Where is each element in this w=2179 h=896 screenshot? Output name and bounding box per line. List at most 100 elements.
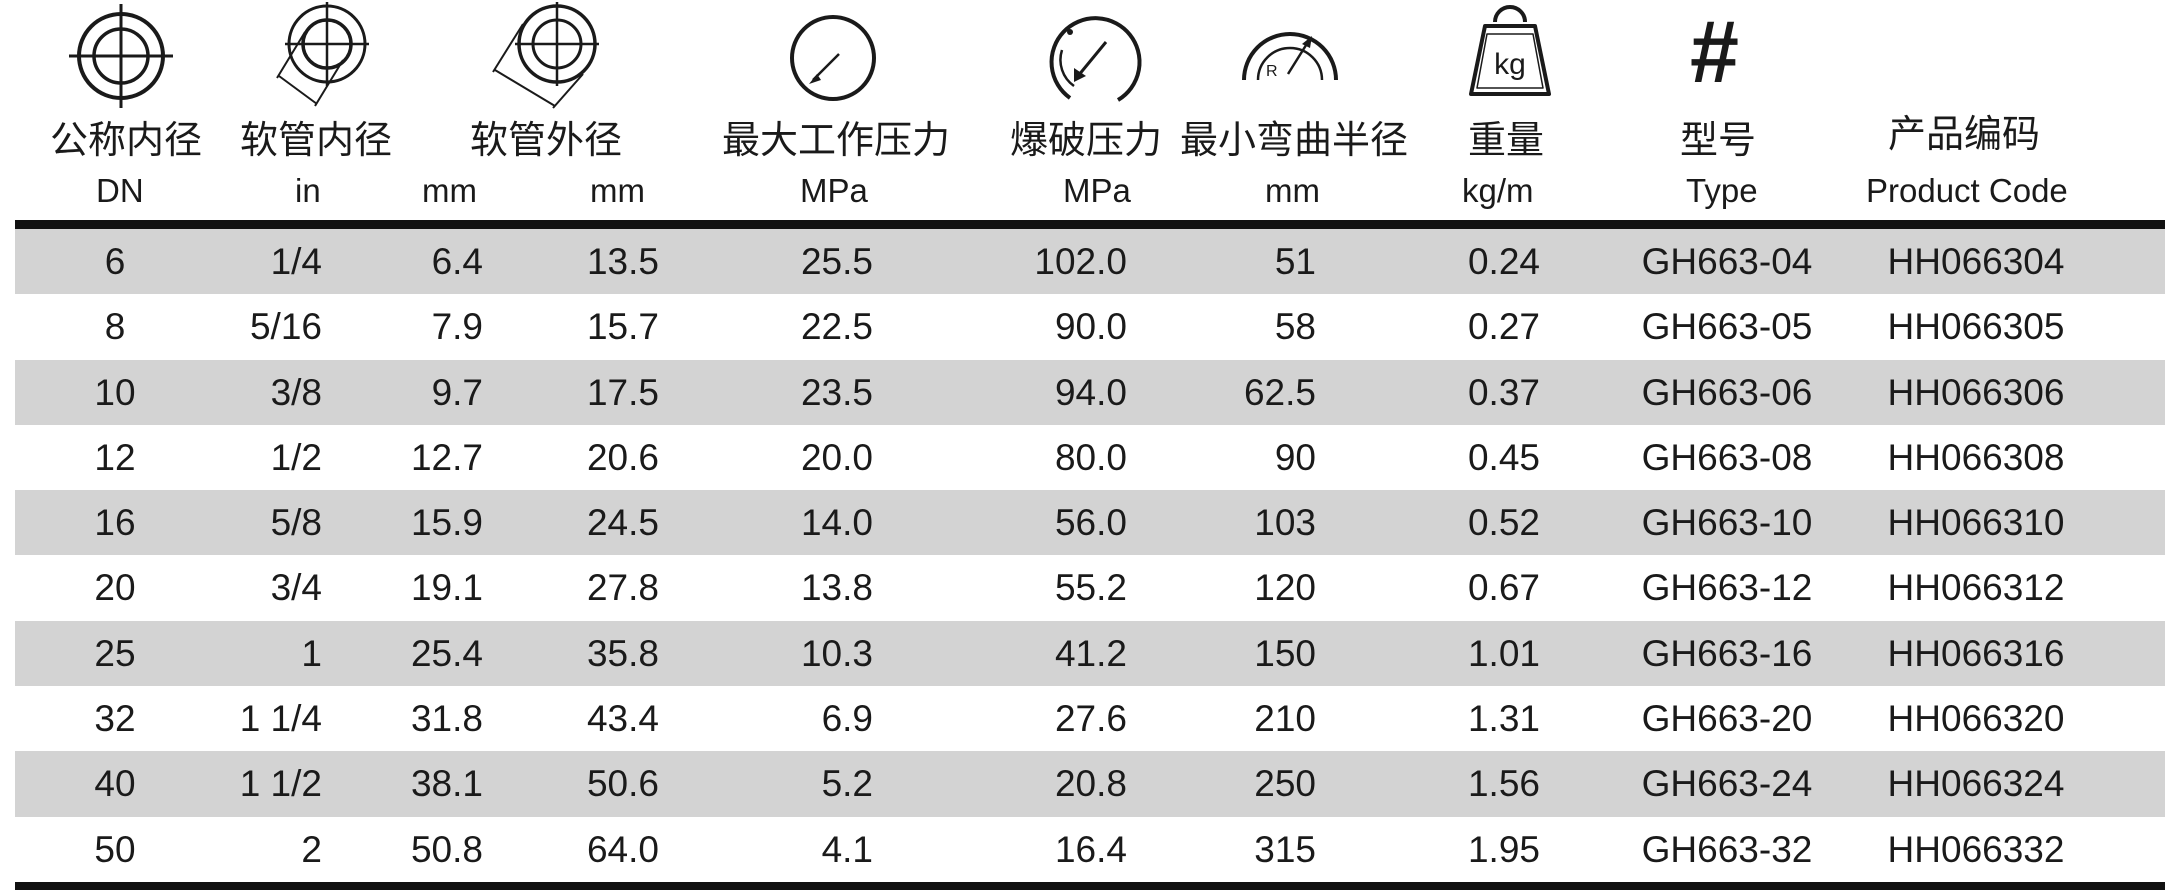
cell-inner-in: 1 1/2 [239, 763, 322, 805]
unit-in: in [295, 172, 321, 209]
radius-label: R [1266, 63, 1278, 80]
cell-weight: 0.67 [1467, 567, 1540, 609]
cell-outer-mm: 50.6 [586, 763, 659, 805]
cell-inner-in: 1 [301, 632, 322, 674]
table-row: 25 1 25.4 35.8 10.3 41.2 150 1.01 GH663-16 HH0663… [15, 620, 2165, 687]
cell-burst-pressure: 56.0 [1054, 502, 1127, 544]
cell-outer-mm: 15.7 [586, 306, 659, 348]
table-row: 10 3/8 9.7 17.5 23.5 94.0 62.5 0.37 GH663-06 HH06… [15, 359, 2165, 425]
table-row: 20 3/4 19.1 27.8 13.8 55.2 120 0.67 GH663-12 HH06… [15, 555, 2165, 620]
cell-burst-pressure: 41.2 [1054, 632, 1127, 674]
cell-dn: 8 [104, 306, 126, 348]
cell-outer-mm: 64.0 [586, 828, 659, 870]
cell-dn: 50 [94, 828, 136, 870]
cell-inner-in: 5/16 [249, 306, 322, 348]
cell-outer-mm: 43.4 [586, 698, 659, 740]
cell-product-code: HH066324 [1887, 763, 2065, 805]
hose-inner-diameter-icon [255, 2, 375, 110]
unit-type: Type [1686, 172, 1758, 209]
cell-weight: 0.37 [1467, 371, 1540, 413]
cell-dn: 10 [94, 371, 136, 413]
type-hash-icon: # [1690, 2, 1739, 101]
burst-pressure-gauge-icon [1040, 6, 1144, 110]
cell-min-bend-radius: 120 [1254, 567, 1316, 609]
table-body: 6 1/4 6.4 13.5 25.5 102.0 51 0.24 GH663-04 HH0663… [15, 229, 2165, 882]
cell-min-bend-radius: 210 [1254, 698, 1316, 740]
unit-kg-m: kg/m [1462, 172, 1534, 209]
cell-inner-in: 2 [301, 828, 322, 870]
cell-inner-mm: 19.1 [410, 567, 483, 609]
cell-outer-mm: 13.5 [586, 241, 659, 282]
cell-max-working-pressure: 5.2 [821, 763, 873, 805]
cell-outer-mm: 35.8 [586, 632, 659, 674]
cell-type: GH663-06 [1641, 371, 1813, 413]
cell-product-code: HH066312 [1887, 567, 2065, 609]
cell-max-working-pressure: 22.5 [800, 306, 873, 348]
cell-min-bend-radius: 103 [1254, 502, 1316, 544]
bend-radius-icon: R [1238, 14, 1342, 84]
cell-inner-mm: 31.8 [410, 698, 483, 740]
cell-dn: 12 [94, 436, 136, 478]
cell-dn: 6 [104, 241, 126, 282]
cell-inner-in: 5/8 [270, 502, 322, 544]
cell-burst-pressure: 94.0 [1054, 371, 1127, 413]
unit-dn: DN [96, 172, 144, 209]
cell-min-bend-radius: 315 [1254, 828, 1316, 870]
cell-type: GH663-16 [1641, 632, 1813, 674]
cell-inner-mm: 9.7 [431, 371, 483, 413]
cell-inner-in: 1 1/4 [239, 698, 322, 740]
header-type: 型号 [1680, 120, 1757, 162]
cell-min-bend-radius: 51 [1274, 241, 1316, 282]
unit-mpa-burst: MPa [1063, 172, 1131, 209]
header-product-code: 产品编码 [1888, 114, 2041, 156]
cell-product-code: HH066320 [1887, 698, 2065, 740]
cell-dn: 25 [94, 632, 136, 674]
cell-inner-in: 3/8 [270, 371, 322, 413]
cell-type: GH663-24 [1641, 763, 1813, 805]
cell-max-working-pressure: 13.8 [800, 567, 873, 609]
cell-burst-pressure: 55.2 [1054, 567, 1127, 609]
cell-inner-in: 1/4 [270, 241, 322, 282]
header-hose-inner-diameter: 软管内径 [240, 120, 393, 162]
weight-icon-label: kg [1494, 48, 1526, 81]
cell-weight: 0.24 [1467, 241, 1540, 282]
cell-burst-pressure: 90.0 [1054, 306, 1127, 348]
table-row: 8 5/16 7.9 15.7 22.5 90.0 58 0.27 GH663-05 HH0663… [15, 294, 2165, 359]
header-hose-outer-diameter: 软管外径 [470, 120, 623, 162]
cell-max-working-pressure: 20.0 [800, 436, 873, 478]
table-row: 16 5/8 15.9 24.5 14.0 56.0 103 0.52 GH663-10 HH06… [15, 490, 2165, 556]
cell-max-working-pressure: 4.1 [821, 828, 873, 870]
unit-outer-mm-1: mm [422, 172, 477, 209]
cell-inner-mm: 12.7 [410, 436, 483, 478]
cell-type: GH663-12 [1641, 567, 1813, 609]
cell-inner-in: 1/2 [270, 436, 322, 478]
cell-max-working-pressure: 6.9 [821, 698, 873, 740]
cell-min-bend-radius: 62.5 [1243, 371, 1316, 413]
cell-dn: 32 [94, 698, 136, 740]
cell-inner-mm: 38.1 [410, 763, 483, 805]
unit-product-code: Product Code [1866, 172, 2068, 209]
table-row: 32 1 1/4 31.8 43.4 6.9 27.6 210 1.31 GH663-20 HH0… [15, 686, 2165, 751]
cell-weight: 1.01 [1467, 632, 1540, 674]
cell-outer-mm: 24.5 [586, 502, 659, 544]
table-bottom-rule [15, 882, 2165, 890]
cell-inner-mm: 25.4 [410, 632, 483, 674]
cell-product-code: HH066310 [1887, 502, 2065, 544]
cell-type: GH663-04 [1641, 241, 1813, 282]
table-top-rule [15, 220, 2165, 229]
header-min-bend-radius: 最小弯曲半径 [1180, 120, 1409, 162]
header-max-working-pressure: 最大工作压力 [722, 120, 951, 162]
cell-type: GH663-32 [1641, 828, 1813, 870]
pressure-gauge-icon [785, 10, 881, 106]
cell-type: GH663-10 [1641, 502, 1813, 544]
cell-product-code: HH066308 [1887, 436, 2065, 478]
table-row: 50 2 50.8 64.0 4.1 16.4 315 1.95 GH663-32 HH06633… [15, 817, 2165, 882]
weight-icon: kg [1465, 5, 1555, 100]
cell-weight: 0.52 [1467, 502, 1540, 544]
table-row: 6 1/4 6.4 13.5 25.5 102.0 51 0.24 GH663-04 HH0663… [15, 229, 2165, 295]
unit-outer-mm-2: mm [590, 172, 645, 209]
cell-weight: 1.95 [1467, 828, 1540, 870]
cell-product-code: HH066305 [1887, 306, 2065, 348]
cell-type: GH663-20 [1641, 698, 1813, 740]
